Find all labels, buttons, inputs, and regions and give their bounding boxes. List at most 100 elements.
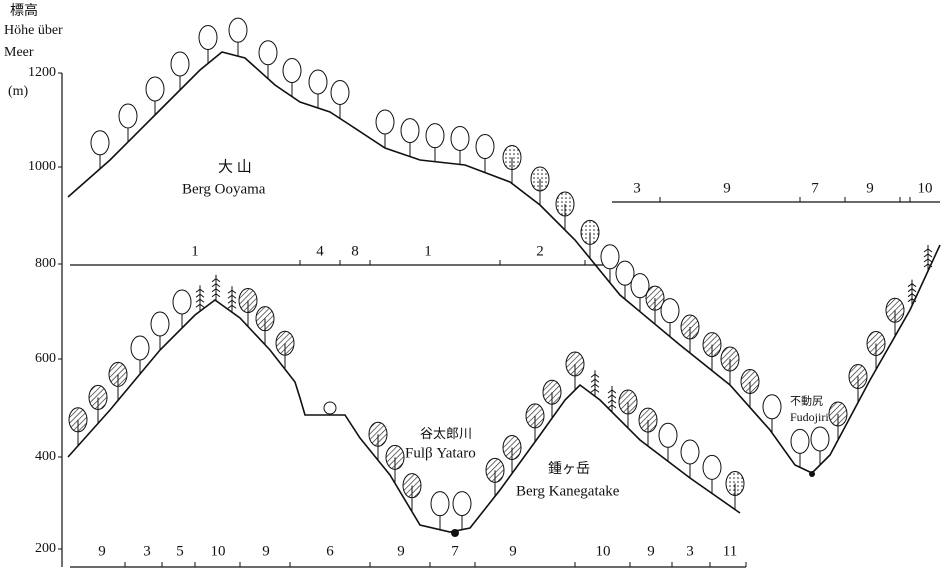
tree-crown	[109, 362, 127, 386]
tree-crown	[531, 167, 549, 191]
tree-crown	[131, 336, 149, 360]
tree-crown	[867, 332, 885, 356]
strip-label: 7	[811, 180, 819, 196]
tree-crown	[556, 192, 574, 216]
peak-label: Berg Kanegatake	[516, 483, 620, 499]
axis-title: Meer	[4, 45, 34, 60]
tree-crown	[543, 380, 561, 404]
strip-label: 9	[98, 543, 106, 559]
tree-crown	[309, 70, 327, 94]
tree-crown	[229, 18, 247, 42]
strip-label: 2	[536, 243, 544, 259]
tree-crown	[601, 245, 619, 269]
tree-crown	[791, 429, 809, 453]
tree-crown	[146, 77, 164, 101]
tree-crown	[503, 436, 521, 460]
peak-label-jp: 鍾ヶ岳	[548, 461, 590, 477]
tree-crown	[276, 331, 294, 355]
tree-crown	[376, 110, 394, 134]
y-tick-label: 600	[35, 351, 56, 366]
tree-crown	[151, 312, 169, 336]
y-tick-label: 1200	[28, 65, 56, 80]
tree-crown	[721, 347, 739, 371]
river-label-jp: 谷太郎川	[420, 426, 472, 441]
tree-crown	[619, 390, 637, 414]
tree-crown	[726, 472, 744, 496]
tree-crown	[401, 119, 419, 143]
tree-crown	[119, 104, 137, 128]
strip-label: 1	[424, 243, 432, 259]
strip-label: 7	[451, 543, 459, 559]
vegetation-profile: 標高 Höhe über Meer (m) 120010008006004002…	[0, 0, 948, 574]
tree-crown	[431, 492, 449, 516]
axis-title: Höhe über	[4, 23, 63, 38]
axis-unit: (m)	[8, 84, 29, 99]
y-tick-label: 400	[35, 449, 56, 464]
tree-crown	[403, 474, 421, 498]
strip-label: 1	[191, 243, 199, 259]
tree-crown	[369, 422, 387, 446]
tree-crown	[451, 126, 469, 150]
trees	[69, 18, 932, 529]
tree-crown	[91, 131, 109, 155]
strip-label: 10	[918, 180, 933, 196]
tree-crown	[639, 408, 657, 432]
tree-crown	[171, 52, 189, 76]
tree-crown	[703, 455, 721, 479]
strip-label: 9	[723, 180, 731, 196]
peak-label: Berg Ooyama	[182, 181, 266, 197]
strip-label: 5	[176, 543, 184, 559]
axis: 標高 Höhe über Meer (m) 1200 1000 800 600 400 2…	[4, 2, 63, 567]
strip-label: 8	[351, 243, 359, 259]
tree-crown	[453, 492, 471, 516]
tree-crown	[486, 458, 504, 482]
strip-label: 3	[633, 180, 641, 196]
tree-crown	[503, 146, 521, 170]
strip-label: 3	[686, 543, 694, 559]
tree-crown	[283, 59, 301, 83]
tree-crown	[199, 25, 217, 49]
tree-crown	[661, 299, 679, 323]
tree-crown	[526, 404, 544, 428]
strip-label: 9	[397, 543, 405, 559]
axis-title: 標高	[10, 2, 38, 19]
tree-crown	[849, 365, 867, 389]
river-label: Fulβ Yataro	[405, 445, 476, 461]
y-tick-label: 200	[35, 541, 56, 556]
tree-crown	[681, 440, 699, 464]
strip-label: 6	[326, 543, 334, 559]
strip-label: 11	[723, 543, 737, 559]
strip-label: 9	[262, 543, 270, 559]
tree-crown	[886, 298, 904, 322]
tree-crown	[566, 352, 584, 376]
strip-label: 9	[866, 180, 874, 196]
strip-label: 9	[509, 543, 517, 559]
tree-crown	[386, 445, 404, 469]
tree-crown	[173, 290, 191, 314]
y-tick-label: 1000	[28, 159, 56, 174]
tree-crown	[239, 289, 257, 313]
tree-crown	[476, 135, 494, 159]
peak-label-jp: 大 山	[218, 158, 252, 175]
tree-crown	[256, 307, 274, 331]
tree-crown	[681, 315, 699, 339]
tree-crown	[659, 423, 677, 447]
tree-crown	[811, 427, 829, 451]
tree-crown	[703, 333, 721, 357]
strip-label: 4	[316, 243, 324, 259]
strip-label: 10	[211, 543, 226, 559]
tree-crown	[69, 408, 87, 432]
tree-crown	[426, 124, 444, 148]
strip-label: 3	[143, 543, 151, 559]
tree-crown	[741, 370, 759, 394]
tree-crown	[581, 220, 599, 244]
tree-crown	[259, 41, 277, 65]
tree-crown	[89, 385, 107, 409]
strip-label: 10	[596, 543, 611, 559]
place-label-jp: 不動尻	[790, 394, 823, 408]
y-tick-label: 800	[35, 256, 56, 271]
strip-label: 9	[647, 543, 655, 559]
place-label: Fudojiri	[790, 410, 829, 424]
tree-crown	[829, 402, 847, 426]
